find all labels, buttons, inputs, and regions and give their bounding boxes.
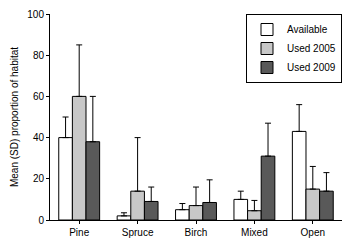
svg-text:Birch: Birch xyxy=(185,227,208,238)
svg-text:80: 80 xyxy=(33,50,45,61)
svg-text:Spruce: Spruce xyxy=(122,227,154,238)
svg-text:40: 40 xyxy=(33,132,45,143)
svg-text:Pine: Pine xyxy=(69,227,89,238)
svg-text:0: 0 xyxy=(38,215,44,226)
svg-text:Open: Open xyxy=(301,227,325,238)
svg-text:Used 2009: Used 2009 xyxy=(287,62,336,73)
svg-text:100: 100 xyxy=(27,9,44,20)
svg-text:Mean (SD) proportion of habita: Mean (SD) proportion of habitat xyxy=(9,47,20,187)
svg-text:Used 2005: Used 2005 xyxy=(287,43,336,54)
svg-text:20: 20 xyxy=(33,173,45,184)
svg-text:Mixed: Mixed xyxy=(241,227,268,238)
svg-text:60: 60 xyxy=(33,91,45,102)
svg-text:Available: Available xyxy=(287,24,328,35)
